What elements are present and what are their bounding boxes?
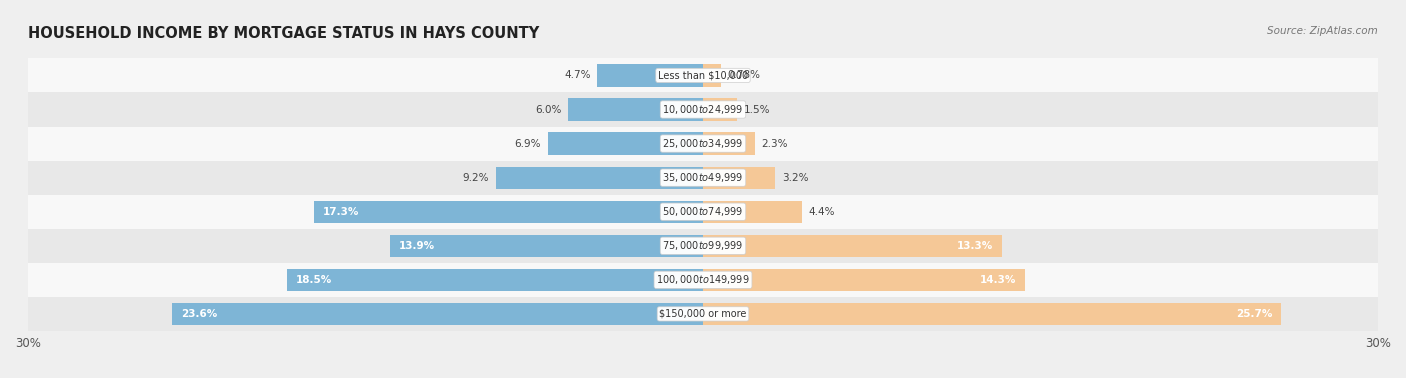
Bar: [703, 235, 1002, 257]
Text: $25,000 to $34,999: $25,000 to $34,999: [662, 137, 744, 150]
Bar: [28, 127, 1378, 161]
Text: $10,000 to $24,999: $10,000 to $24,999: [662, 103, 744, 116]
Text: 4.4%: 4.4%: [808, 207, 835, 217]
Bar: [703, 167, 775, 189]
Text: 25.7%: 25.7%: [1236, 309, 1272, 319]
Bar: [172, 303, 703, 325]
Bar: [28, 297, 1378, 331]
Text: 6.9%: 6.9%: [515, 139, 541, 149]
Text: 1.5%: 1.5%: [744, 104, 770, 115]
Bar: [703, 201, 801, 223]
Bar: [28, 263, 1378, 297]
Text: $50,000 to $74,999: $50,000 to $74,999: [662, 205, 744, 218]
Bar: [703, 64, 720, 87]
Text: 9.2%: 9.2%: [463, 173, 489, 183]
Text: $75,000 to $99,999: $75,000 to $99,999: [662, 239, 744, 252]
Text: 17.3%: 17.3%: [323, 207, 359, 217]
Text: 18.5%: 18.5%: [295, 275, 332, 285]
Bar: [28, 59, 1378, 93]
Bar: [287, 269, 703, 291]
Text: $150,000 or more: $150,000 or more: [659, 309, 747, 319]
Bar: [703, 269, 1025, 291]
Bar: [548, 133, 703, 155]
Text: Source: ZipAtlas.com: Source: ZipAtlas.com: [1267, 26, 1378, 36]
Text: $35,000 to $49,999: $35,000 to $49,999: [662, 171, 744, 184]
Text: 2.3%: 2.3%: [762, 139, 787, 149]
Bar: [391, 235, 703, 257]
Text: 4.7%: 4.7%: [564, 70, 591, 81]
Bar: [703, 133, 755, 155]
Bar: [703, 98, 737, 121]
Text: 13.9%: 13.9%: [399, 241, 436, 251]
Bar: [28, 161, 1378, 195]
Bar: [703, 303, 1281, 325]
Text: 14.3%: 14.3%: [980, 275, 1015, 285]
Bar: [496, 167, 703, 189]
Bar: [598, 64, 703, 87]
Bar: [314, 201, 703, 223]
Text: 3.2%: 3.2%: [782, 173, 808, 183]
Text: 23.6%: 23.6%: [181, 309, 218, 319]
Text: HOUSEHOLD INCOME BY MORTGAGE STATUS IN HAYS COUNTY: HOUSEHOLD INCOME BY MORTGAGE STATUS IN H…: [28, 26, 540, 42]
Bar: [568, 98, 703, 121]
Bar: [28, 195, 1378, 229]
Text: 13.3%: 13.3%: [957, 241, 993, 251]
Text: Less than $10,000: Less than $10,000: [658, 70, 748, 81]
Text: $100,000 to $149,999: $100,000 to $149,999: [657, 273, 749, 287]
Text: 6.0%: 6.0%: [534, 104, 561, 115]
Bar: [28, 93, 1378, 127]
Bar: [28, 229, 1378, 263]
Text: 0.78%: 0.78%: [727, 70, 761, 81]
